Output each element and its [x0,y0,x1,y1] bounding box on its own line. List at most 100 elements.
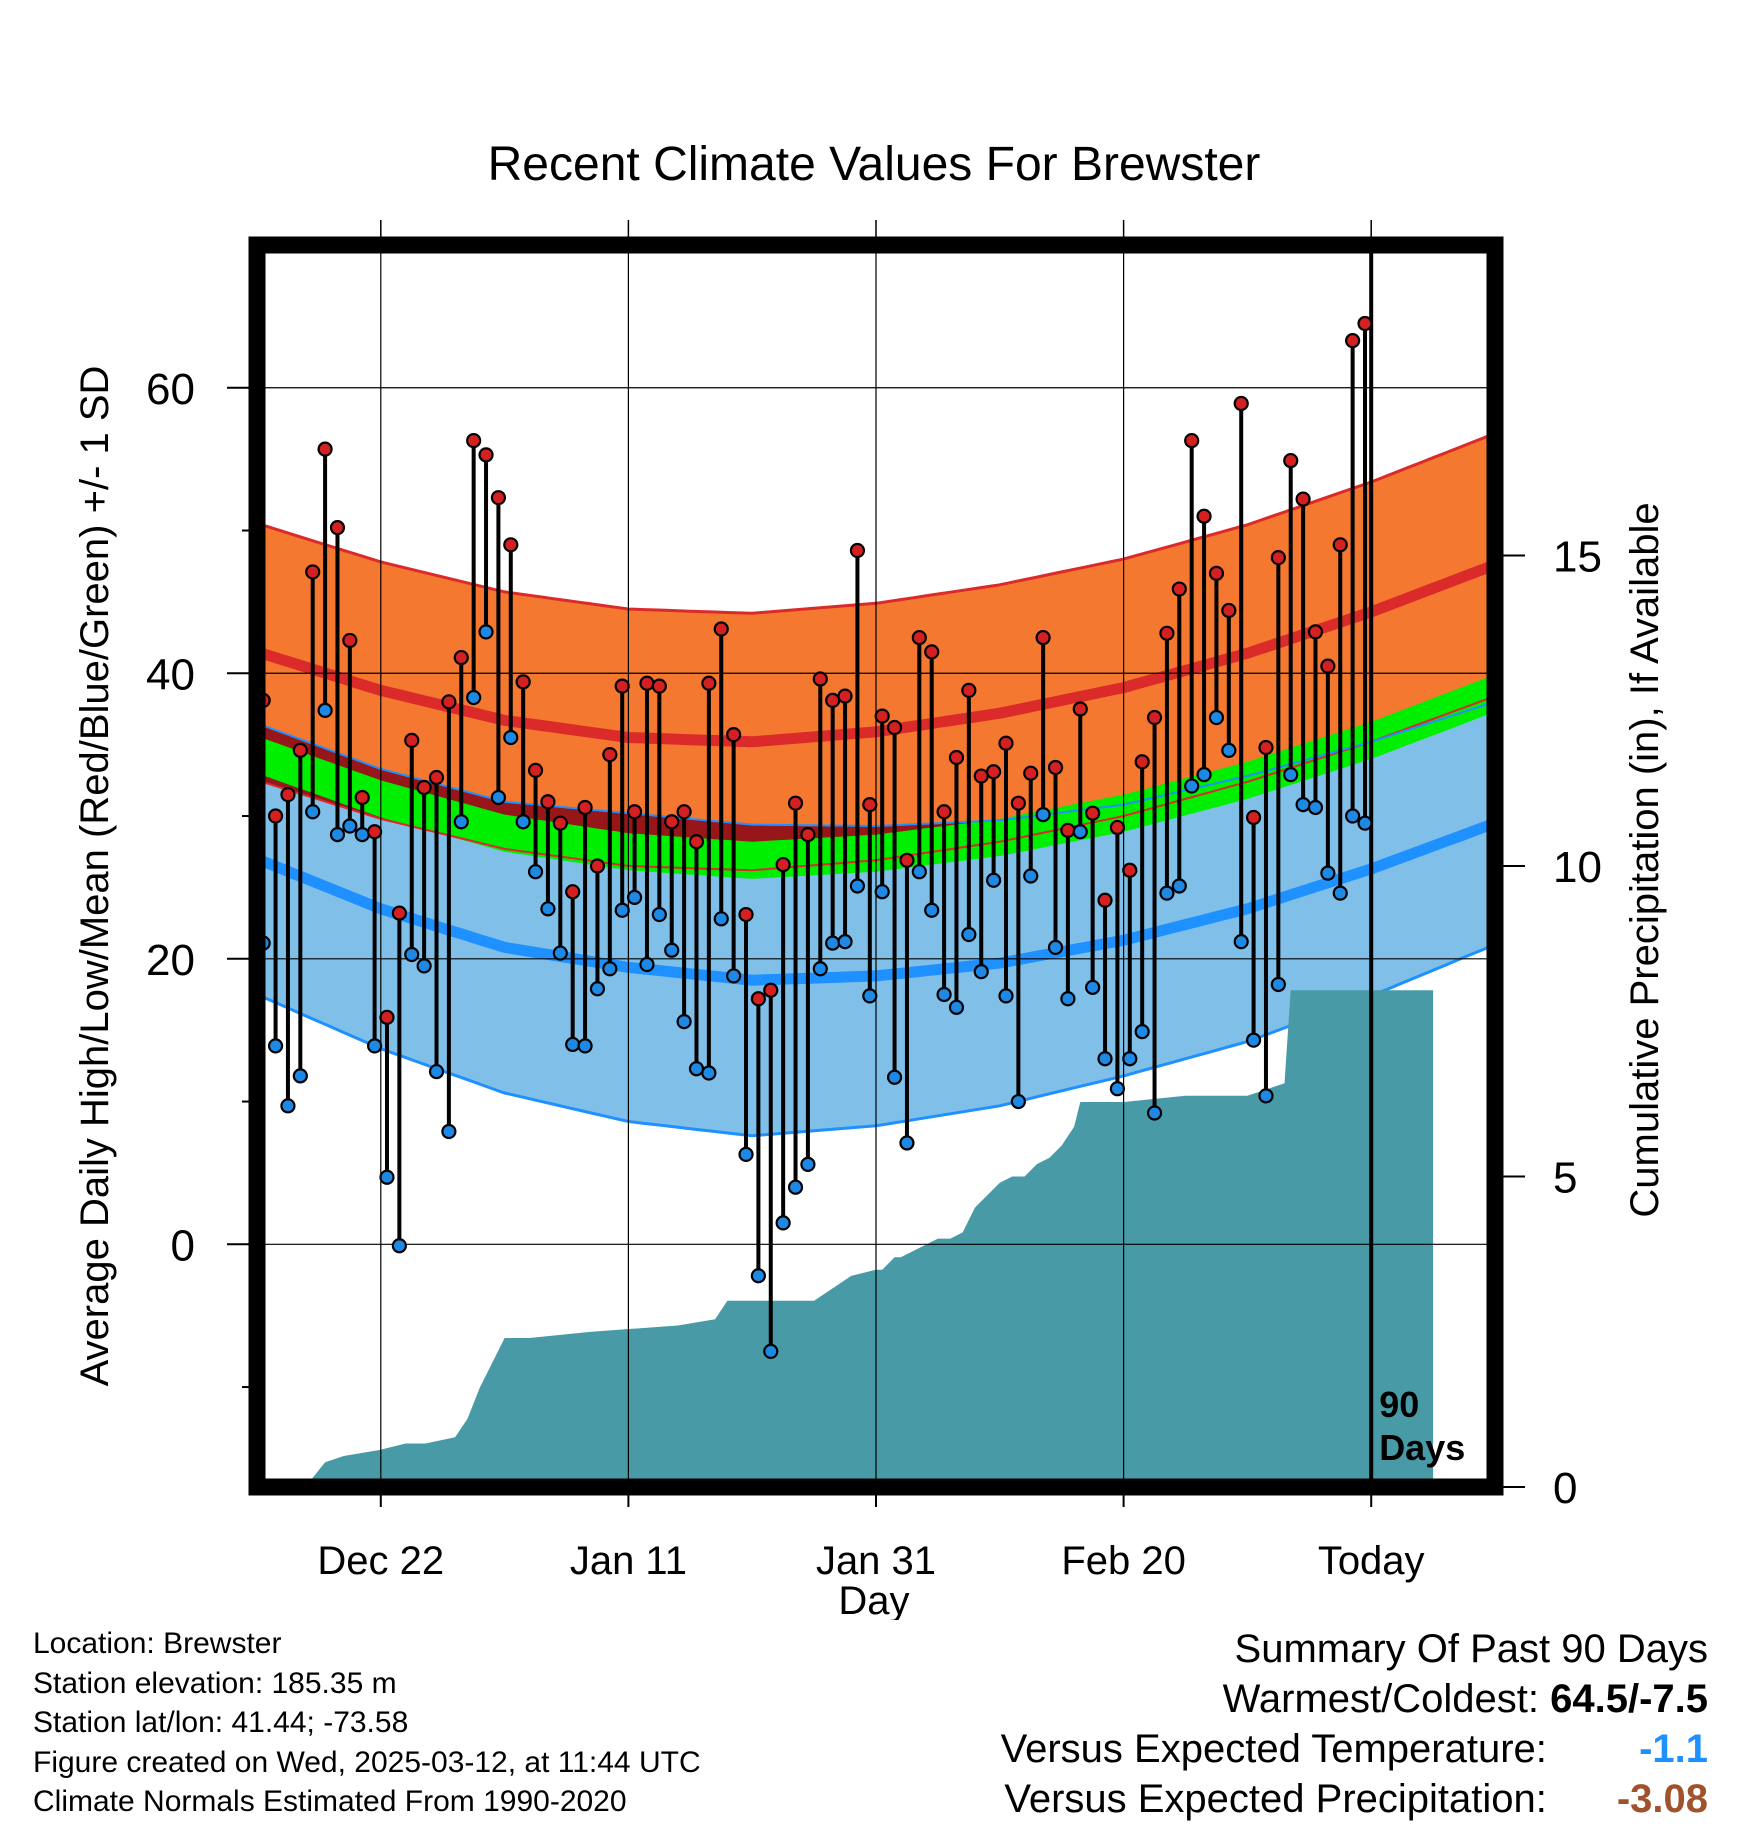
daily-low-point [1283,767,1299,783]
daily-low-point [540,901,556,917]
daily-high-point [1171,581,1187,597]
daily-low-point [1109,1081,1126,1097]
x-tick-label: Dec 22 [317,1539,444,1583]
daily-high-point [676,804,692,820]
daily-high-point [800,826,816,843]
daily-high-point [775,856,791,873]
axes: 0 20 40 60 0 5 10 15 Dec 22 Jan 11 Jan 31 Feb 20 Tod… [146,220,1602,1583]
daily-low-point [565,1036,581,1053]
daily-high-point [552,815,568,831]
daily-low-point [948,999,965,1015]
daily-high-point [639,675,655,691]
daily-high-point [812,671,828,687]
y2-tick-label: 0 [1553,1464,1577,1513]
daily-low-point [466,689,482,706]
daily-high-point [874,708,890,724]
daily-low-point [862,988,878,1004]
daily-low-point [1233,934,1249,950]
y-tick-label: 0 [171,1221,195,1270]
daily-low-point [1245,1032,1262,1048]
precip-value: -3.08 [1616,1777,1708,1821]
daily-low-point [664,942,680,958]
daily-high-point [379,1009,395,1025]
daily-high-point [1332,537,1348,553]
daily-low-point [404,946,420,963]
daily-high-point [651,678,667,694]
today-label-number: 90 [1379,1384,1419,1425]
daily-low-point [701,1065,717,1081]
climate-chart: Recent Climate Values For Brewster 90Day… [73,138,1667,1620]
daily-low-point [800,1156,816,1172]
daily-high-point [1295,491,1311,507]
daily-low-point [1208,709,1225,726]
summary-temp: Versus Expected Temperature: -1.1 [1001,1724,1708,1774]
x-tick-label: Jan 31 [816,1539,936,1583]
daily-high-point [1085,805,1101,821]
daily-high-point [503,537,519,553]
normals-text: Climate Normals Estimated From 1990-2020 [33,1785,627,1818]
daily-low-point [1085,979,1101,995]
daily-high-point [1060,822,1076,838]
daily-high-point [1035,629,1051,646]
daily-low-point [886,1069,903,1085]
daily-low-point [317,702,333,718]
daily-low-point [379,1169,395,1185]
daily-low-point [614,902,630,918]
daily-high-point [763,982,779,998]
created-text: Figure created on Wed, 2025-03-12, at 11… [33,1745,701,1779]
daily-high-point [948,749,965,766]
y-axis-label: Average Daily High/Low/Mean (Red/Blue/Gr… [73,366,117,1387]
y2-tick-label: 10 [1553,843,1602,892]
daily-low-point [577,1038,593,1054]
daily-low-point [899,1135,915,1151]
daily-high-point [626,804,643,820]
daily-low-point [552,945,568,961]
daily-low-point [1023,868,1039,884]
daily-low-point [478,624,494,640]
daily-low-point [1221,742,1237,758]
daily-low-point [986,872,1002,888]
daily-high-point [305,564,321,580]
daily-low-point [453,814,469,830]
y2-tick-label: 5 [1553,1154,1577,1203]
daily-high-point [998,735,1014,751]
elevation-text: Station elevation: 185.35 m [33,1666,397,1700]
daily-high-point [280,787,296,803]
daily-high-point [602,747,618,763]
daily-low-point [825,935,841,951]
daily-low-point [750,1268,766,1284]
daily-low-point [503,729,519,746]
daily-high-point [329,520,346,536]
daily-high-point [404,732,420,748]
daily-high-point [787,795,804,811]
precip-label: Versus Expected Precipitation: [1004,1777,1547,1821]
daily-low-point [1357,815,1373,831]
temp-label: Versus Expected Temperature: [1000,1727,1547,1771]
y-tick-label: 40 [146,650,195,699]
daily-low-point [676,1014,692,1030]
daily-low-point [874,884,890,900]
daily-low-point [1010,1093,1026,1110]
daily-high-point [1109,819,1126,836]
daily-high-point [441,694,457,710]
daily-low-point [354,826,370,843]
mean-sd-band [257,674,1495,879]
daily-low-point [1270,976,1286,993]
daily-low-point [688,1061,705,1077]
daily-high-point [1122,862,1138,878]
daily-high-point [849,542,866,559]
daily-low-point [515,814,531,830]
daily-high-point [1357,315,1373,332]
daily-high-point [1307,624,1324,640]
daily-low-point [973,964,989,980]
daily-high-point [1159,625,1175,641]
daily-high-point [1184,432,1200,449]
warm-cold-value: 64.5/-7.5 [1550,1677,1708,1721]
daily-low-point [1035,807,1051,823]
summary-warm-cold: Warmest/Coldest: 64.5/-7.5 [1001,1674,1708,1724]
daily-low-point [1060,991,1076,1007]
daily-high-point [1097,892,1113,908]
daily-low-point [911,864,927,880]
daily-low-point [441,1123,457,1140]
summary-panel: Summary Of Past 90 Days Warmest/Coldest:… [1001,1624,1708,1824]
